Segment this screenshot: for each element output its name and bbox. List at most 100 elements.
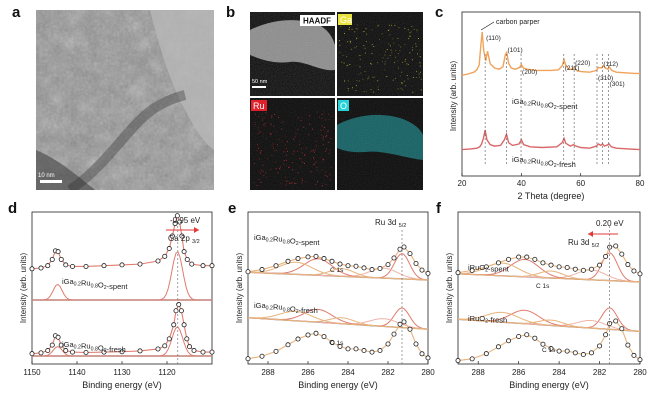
data-point [532, 335, 538, 341]
ru-signal-dot [274, 114, 276, 115]
ru-signal-dot [285, 144, 286, 146]
ru-signal-dot [277, 172, 279, 174]
ru-signal-dot [316, 169, 318, 171]
peak-label: (220) [575, 60, 590, 67]
data-point [49, 256, 55, 262]
label-text: -spent [557, 102, 579, 111]
data-point [385, 341, 391, 347]
ru-signal-dot [262, 120, 263, 122]
label-text: -fresh [299, 306, 318, 315]
data-point [337, 343, 343, 349]
data-point [305, 254, 311, 260]
label-subscript: 0.2 [74, 345, 81, 351]
ga-signal-dot [373, 76, 375, 78]
x-tick-label: 80 [636, 179, 645, 188]
ru-signal-dot [281, 140, 283, 142]
ru-signal-dot [295, 182, 297, 184]
data-point [580, 352, 586, 358]
ru-signal-dot [277, 144, 278, 146]
ru-signal-dot [325, 183, 327, 185]
ga-signal-dot [346, 65, 348, 67]
ru-label: Ru [253, 101, 265, 111]
ru-signal-dot [312, 149, 314, 151]
panel-letter-b: b [226, 4, 236, 21]
ga-signal-dot [390, 45, 391, 47]
ru-signal-dot [297, 150, 299, 152]
ru-signal-dot [272, 143, 274, 145]
data-point [184, 336, 190, 342]
data-point [603, 253, 609, 259]
ru-signal-dot [284, 135, 286, 137]
data-point [58, 256, 64, 262]
fit-component-4 [457, 270, 641, 283]
data-point [305, 332, 311, 338]
panel-letter-c: c [435, 4, 444, 21]
ru-signal-dot [258, 116, 260, 118]
ru-signal-dot [262, 171, 264, 173]
data-point [516, 254, 522, 260]
ga-signal-dot [394, 78, 396, 79]
data-point [285, 342, 291, 348]
ga-signal-dot [377, 62, 379, 64]
ru-label-box [251, 100, 267, 111]
ru-signal-dot [324, 175, 326, 177]
ru-signal-dot [286, 154, 288, 156]
ru-signal-dot [275, 167, 277, 169]
ru-signal-dot [258, 170, 260, 172]
data-point [45, 348, 51, 354]
x-tick-label: 282 [381, 368, 395, 377]
label-subscript: 0.2 [266, 238, 273, 244]
ru-signal-dot [316, 166, 318, 168]
series-label-spent: iRuO2-spent [468, 263, 510, 274]
ga-signal-dot [355, 90, 357, 91]
ru-3d-xps-chart-iga-ru: iGa0.2Ru0.8O2-spentiGa0.2Ru0.8O2-freshRu… [235, 211, 435, 390]
data-point [619, 326, 625, 332]
ru-signal-dot [300, 166, 302, 168]
label-text: iGa [62, 277, 75, 286]
data-point [564, 264, 570, 270]
ru-signal-dot [305, 181, 307, 183]
ru-signal-dot [260, 152, 262, 154]
label-text: Ru 3d [568, 238, 592, 247]
haadf-label: HAADF [303, 17, 331, 26]
label-subscript: 2 [104, 348, 107, 354]
label-text: iGa [512, 155, 525, 164]
ga-label-box [338, 14, 352, 25]
label-text: O [548, 158, 554, 167]
ga-signal-dot [398, 53, 399, 54]
ru-signal-dot [312, 129, 314, 130]
panel-letter-e: e [228, 200, 237, 217]
data-point [407, 326, 413, 332]
data-point [524, 332, 530, 338]
ru-signal-dot [301, 148, 302, 150]
data-point [155, 346, 161, 352]
peak-label: (112) [603, 61, 618, 68]
data-point [345, 263, 351, 269]
ga-signal-dot [367, 78, 369, 80]
ru-signal-dot [262, 118, 263, 120]
data-point [588, 266, 594, 272]
ru-signal-dot [324, 119, 326, 121]
label-text: iRuO [468, 263, 485, 272]
x-tick-label: 288 [261, 368, 275, 377]
ga-signal-dot [364, 71, 366, 73]
ga-signal-dot [404, 27, 406, 29]
ru-signal-dot [278, 116, 279, 118]
ga-signal-dot [398, 44, 400, 46]
ga-signal-dot [354, 31, 356, 33]
eds-scale-bar [252, 86, 266, 88]
y-axis-label: Intensity (arb. units) [19, 253, 28, 324]
ga-signal-dot [382, 57, 384, 59]
y-axis-label: Intensity (arb. units) [445, 253, 454, 324]
ru-signal-dot [265, 172, 267, 174]
ru-signal-dot [322, 137, 324, 139]
ga-signal-dot [352, 87, 353, 89]
ru-signal-dot [270, 169, 272, 170]
ru-signal-dot [328, 119, 330, 121]
ga-signal-dot [365, 52, 366, 54]
ru-signal-dot [263, 125, 265, 126]
ga-signal-dot [347, 90, 349, 92]
peak-label: (310) [598, 75, 613, 82]
ru-signal-dot [262, 110, 264, 112]
